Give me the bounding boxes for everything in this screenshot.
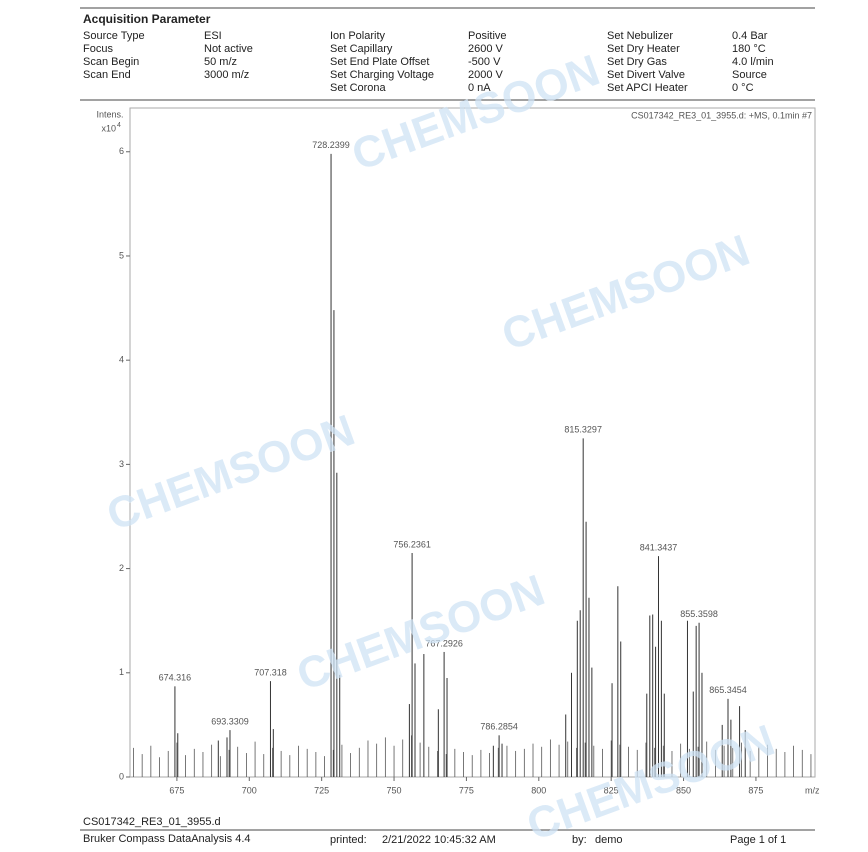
y-tick-label: 3 <box>119 459 124 469</box>
param-value: 3000 m/z <box>204 69 249 81</box>
peak-label: 756.2361 <box>393 539 431 549</box>
param-value: 0.4 Bar <box>732 30 768 42</box>
param-value: 50 m/z <box>204 56 237 68</box>
x-tick-label: 725 <box>314 785 329 795</box>
param-label: Set Dry Heater <box>607 43 680 55</box>
y-tick-label: 0 <box>119 771 124 781</box>
peak-label: 815.3297 <box>564 425 602 435</box>
param-label: Set Nebulizer <box>607 30 673 42</box>
y-tick-label: 1 <box>119 667 124 677</box>
param-label: Set Corona <box>330 82 387 94</box>
watermark: CHEMSOON <box>496 226 756 361</box>
x-tick-label: 750 <box>387 785 402 795</box>
param-label: Set APCI Heater <box>607 82 688 94</box>
y-tick-label: 5 <box>119 250 124 260</box>
param-value: 2600 V <box>468 43 504 55</box>
peak-label: 707.318 <box>254 668 287 678</box>
param-label: Set End Plate Offset <box>330 56 429 68</box>
param-label: Set Dry Gas <box>607 56 667 68</box>
footer-printed-label: printed: <box>330 834 367 846</box>
param-value: 0 nA <box>468 82 491 94</box>
param-label: Source Type <box>83 30 145 42</box>
param-label: Ion Polarity <box>330 30 386 42</box>
peak-label: 786.2854 <box>480 722 518 732</box>
param-value: 180 °C <box>732 43 766 55</box>
y-scale: x10 <box>101 123 116 133</box>
header-title: Acquisition Parameter <box>83 12 211 26</box>
x-tick-label: 700 <box>242 785 257 795</box>
peak-label: 767.2926 <box>425 638 463 648</box>
spectrum-info: CS017342_RE3_01_3955.d: +MS, 0.1min #7 <box>631 110 812 120</box>
y-tick-label: 2 <box>119 563 124 573</box>
param-value: 2000 V <box>468 69 504 81</box>
param-label: Set Charging Voltage <box>330 69 434 81</box>
watermark: CHEMSOON <box>291 566 551 701</box>
x-tick-label: 775 <box>459 785 474 795</box>
param-value: Not active <box>204 43 253 55</box>
x-tick-label: 875 <box>748 785 763 795</box>
param-label: Set Capillary <box>330 43 393 55</box>
param-value: Positive <box>468 30 507 42</box>
watermark: CHEMSOON <box>101 406 361 541</box>
peak-label: 674.316 <box>159 673 192 683</box>
param-value: ESI <box>204 30 222 42</box>
x-tick-label: 850 <box>676 785 691 795</box>
param-value: Source <box>732 69 767 81</box>
footer-by: demo <box>595 834 623 846</box>
footer-printed: 2/21/2022 10:45:32 AM <box>382 834 496 846</box>
y-label: Intens. <box>96 109 123 119</box>
peak-label: 855.3598 <box>680 609 718 619</box>
footer-software: Bruker Compass DataAnalysis 4.4 <box>83 833 251 845</box>
peak-label: 728.2399 <box>312 140 350 150</box>
param-label: Focus <box>83 43 113 55</box>
peak-label: 693.3309 <box>211 716 249 726</box>
x-label: m/z <box>805 785 820 795</box>
y-tick-label: 4 <box>119 355 124 365</box>
footer-by-label: by: <box>572 834 587 846</box>
param-value: 0 °C <box>732 82 754 94</box>
x-tick-label: 675 <box>169 785 184 795</box>
param-value: -500 V <box>468 56 501 68</box>
x-tick-label: 825 <box>604 785 619 795</box>
param-value: 4.0 l/min <box>732 56 774 68</box>
y-scale-exp: 4 <box>117 122 121 129</box>
param-label: Set Divert Valve <box>607 69 685 81</box>
peak-label: 841.3437 <box>640 542 678 552</box>
peak-label: 865.3454 <box>709 685 747 695</box>
footer-page: Page 1 of 1 <box>730 834 786 846</box>
param-label: Scan End <box>83 69 131 81</box>
param-label: Scan Begin <box>83 56 139 68</box>
plot-frame <box>129 107 816 778</box>
y-tick-label: 6 <box>119 146 124 156</box>
footer-file: CS017342_RE3_01_3955.d <box>83 816 221 828</box>
x-tick-label: 800 <box>531 785 546 795</box>
